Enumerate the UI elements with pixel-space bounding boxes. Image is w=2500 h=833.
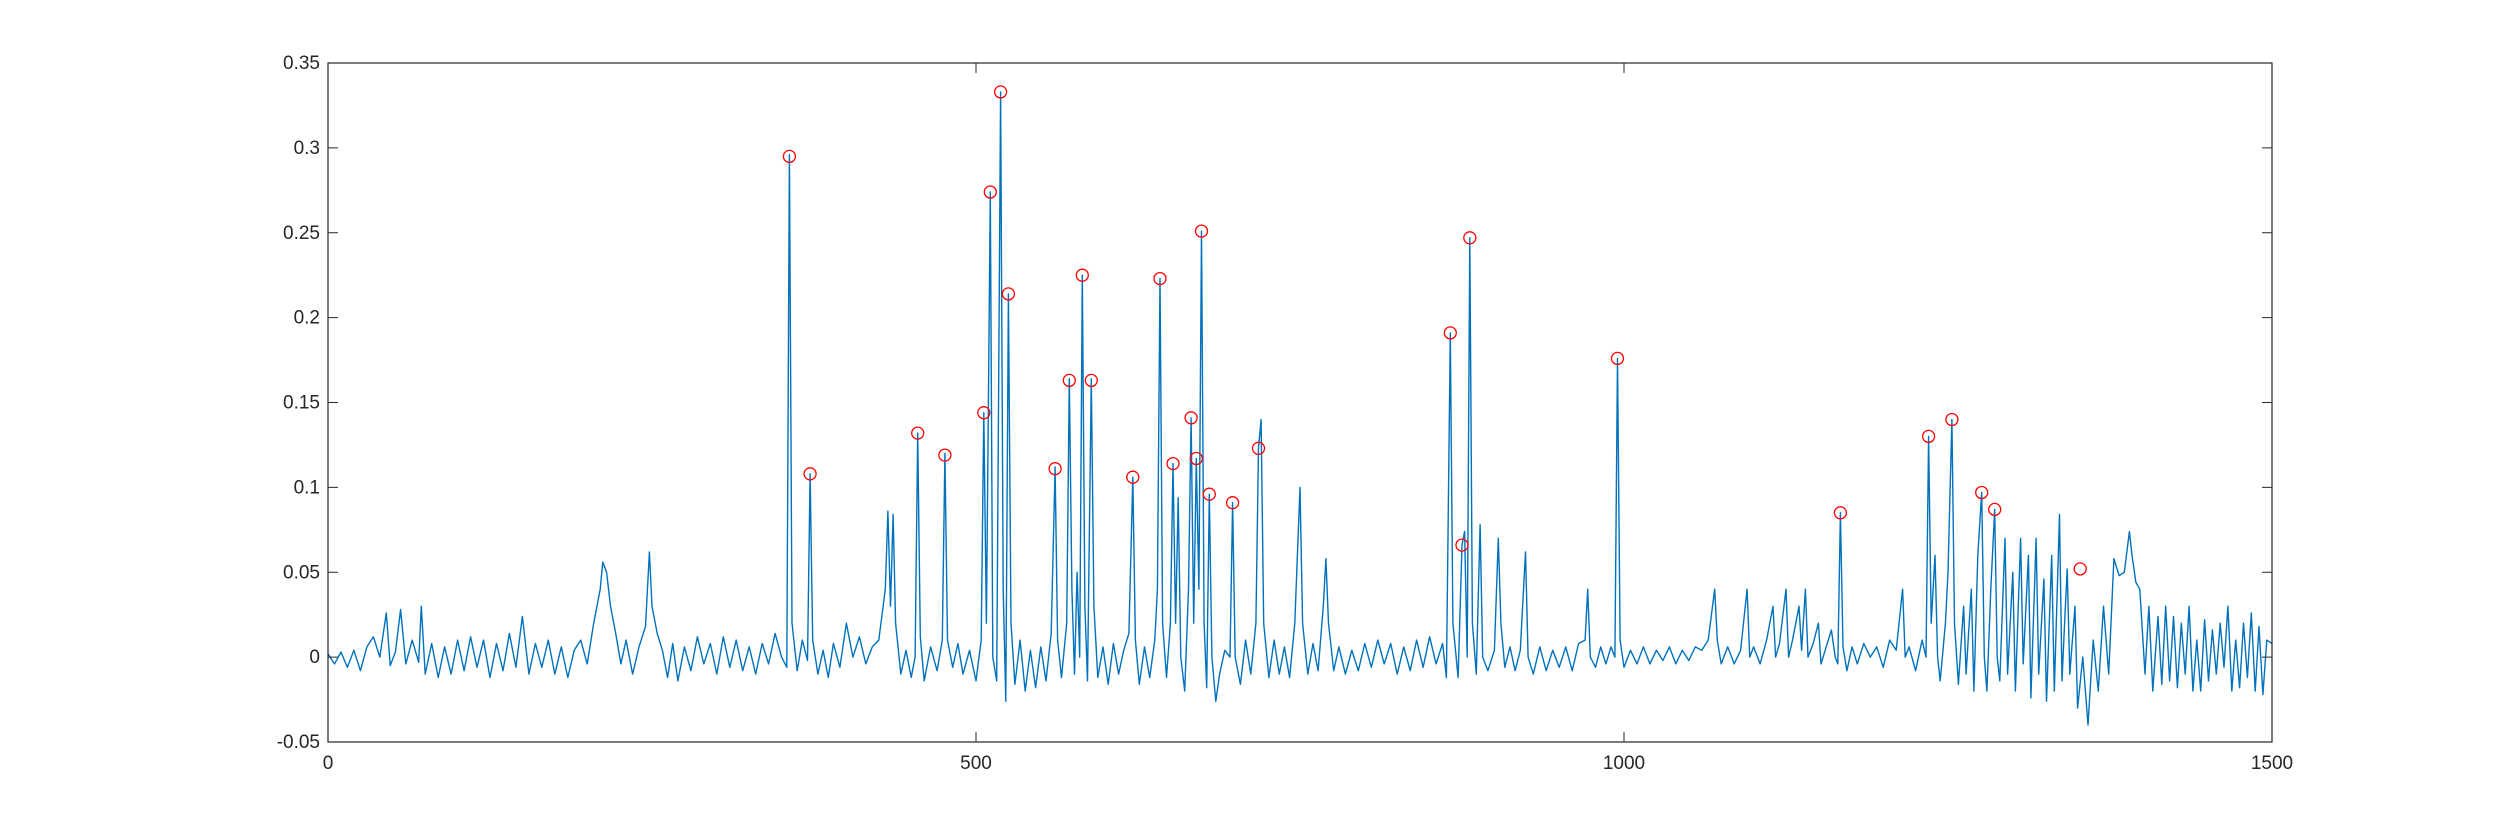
peak-marker [782,149,797,164]
peak-marker [911,426,925,440]
peak-marker [1194,224,1209,238]
axes-background [328,63,2272,742]
signal-layer [327,91,2273,726]
peak-marker [1048,462,1062,476]
peak-marker [1153,271,1167,286]
x-tick-label: 0 [323,753,334,774]
x-tick-label: 1000 [1603,753,1645,774]
y-tick-label: 0.3 [294,138,320,159]
y-tick-label: 0 [309,647,320,668]
peak-marker [1075,268,1089,282]
peak-marker [1443,326,1457,340]
peak-marker [1202,487,1216,501]
peak-marker [983,185,997,199]
peak-marker [1988,502,2002,517]
x-axis: 0 500 1000 1500 [323,63,2293,774]
y-tick-label: 0.05 [283,562,320,583]
peak-marker [1001,287,1016,301]
y-tick-label: 0.15 [283,393,320,414]
peak-marker [1251,441,1266,455]
peak-marker [1833,506,1848,520]
x-tick-label: 1500 [2251,753,2293,774]
peak-marker [993,85,1008,99]
y-tick-label: 0.35 [283,53,320,74]
y-tick-label: 0.2 [294,308,320,329]
peak-marker [1610,351,1625,366]
peak-marker [1463,231,1477,245]
y-tick-label: 0.25 [283,223,320,244]
plot-area [328,63,2272,742]
signal-series-line [327,91,2273,726]
peak-marker [1455,538,1469,552]
peak-marker [1126,470,1140,484]
y-tick-label: 0.1 [294,477,320,498]
y-tick-label: -0.05 [277,732,320,753]
peak-marker [803,467,817,481]
peak-marker [1062,373,1076,388]
peak-marker [1189,451,1203,466]
peak-marker [1225,496,1240,510]
y-axis: -0.05 0 0.05 0.1 0.15 0.2 0.25 0.3 0.35 [277,53,2272,753]
peak-marker [1166,456,1180,471]
peak-marker-layer [782,85,2087,576]
x-tick-label: 500 [960,753,992,774]
peak-marker [1975,485,1989,500]
peak-marker [1945,412,1959,427]
peak-marker [1184,411,1198,425]
peak-marker [1921,429,1936,444]
peak-marker [2073,562,2087,576]
peak-marker [977,406,991,420]
peak-marker [1084,373,1098,388]
peak-marker [938,448,952,462]
